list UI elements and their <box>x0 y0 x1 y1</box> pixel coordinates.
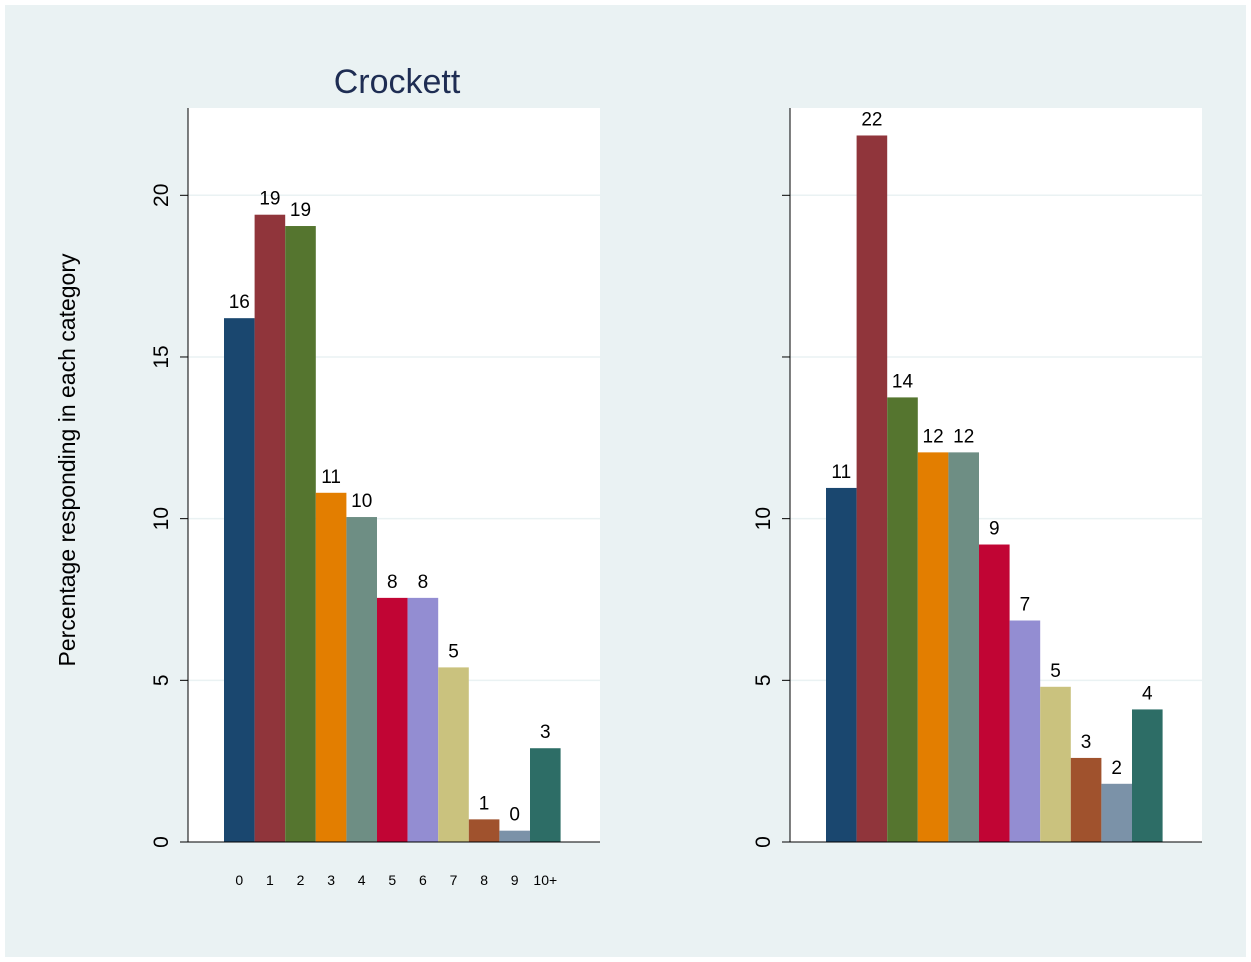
data-label: 4 <box>1142 683 1153 704</box>
bar <box>1101 783 1132 842</box>
bar <box>377 597 408 842</box>
bar <box>254 214 286 843</box>
x-tick-label: 3 <box>327 872 335 888</box>
data-label: 19 <box>290 200 311 221</box>
data-label: 5 <box>1050 661 1061 682</box>
data-label: 0 <box>509 805 520 826</box>
bar <box>346 517 377 842</box>
x-tick-label: 5 <box>388 872 396 888</box>
bar <box>1132 709 1163 842</box>
x-tick-label: 7 <box>450 872 458 888</box>
x-tick-label: 2 <box>297 872 305 888</box>
chart-canvas: Percentage responding in each category 0… <box>54 63 1202 888</box>
data-label: 19 <box>259 189 280 210</box>
data-label: 2 <box>1111 758 1122 779</box>
data-label: 3 <box>1081 732 1092 753</box>
y-tick-label: 0 <box>150 836 173 848</box>
y-tick-label: 20 <box>150 184 173 207</box>
data-label: 11 <box>321 467 341 488</box>
bar <box>438 667 469 842</box>
x-tick-label: 8 <box>480 872 488 888</box>
bar <box>224 318 255 842</box>
x-tick-label: 4 <box>358 872 366 888</box>
bar <box>856 135 888 842</box>
bar <box>499 830 530 842</box>
bar <box>530 748 561 842</box>
bar <box>917 452 949 842</box>
bar <box>1070 757 1102 842</box>
bar <box>887 397 918 842</box>
bar <box>826 487 857 842</box>
chart-figure: Percentage responding in each category 0… <box>5 5 1246 957</box>
data-label: 14 <box>892 371 914 392</box>
data-label: 9 <box>989 519 1000 540</box>
data-label: 5 <box>448 641 459 662</box>
y-tick-label: 5 <box>752 674 775 686</box>
data-label: 22 <box>861 109 882 130</box>
bar <box>979 544 1010 842</box>
bar <box>407 597 439 842</box>
data-label: 7 <box>1020 595 1031 616</box>
x-tick-label: 1 <box>266 872 274 888</box>
y-tick-label: 10 <box>752 507 775 530</box>
bar <box>285 226 316 842</box>
data-label: 12 <box>923 426 944 447</box>
y-tick-label: 0 <box>752 836 775 848</box>
bar <box>315 492 347 842</box>
data-label: 8 <box>387 572 398 593</box>
y-axis-label: Percentage responding in each category <box>54 253 80 667</box>
x-tick-label: 6 <box>419 872 427 888</box>
data-label: 10 <box>351 491 372 512</box>
data-label: 11 <box>831 462 851 483</box>
data-label: 1 <box>479 793 490 814</box>
chart-panel-right: 0 5 10 11 22 14 12 12 9 7 5 32 4 <box>752 108 1202 848</box>
chart-title: Crockett <box>334 63 461 101</box>
bar <box>1009 620 1041 842</box>
bar <box>1040 686 1071 842</box>
data-label: 16 <box>229 292 250 313</box>
y-tick-label: 15 <box>150 345 173 368</box>
data-label: 12 <box>953 426 974 447</box>
x-tick-label: 9 <box>511 872 519 888</box>
x-tick-label: 10+ <box>533 872 557 888</box>
y-tick-label: 5 <box>150 674 173 686</box>
data-label: 8 <box>418 572 429 593</box>
y-tick-label: 10 <box>150 507 173 530</box>
data-label: 3 <box>540 722 551 743</box>
x-tick-label: 0 <box>235 872 243 888</box>
bar <box>468 819 500 842</box>
bar <box>948 452 979 842</box>
